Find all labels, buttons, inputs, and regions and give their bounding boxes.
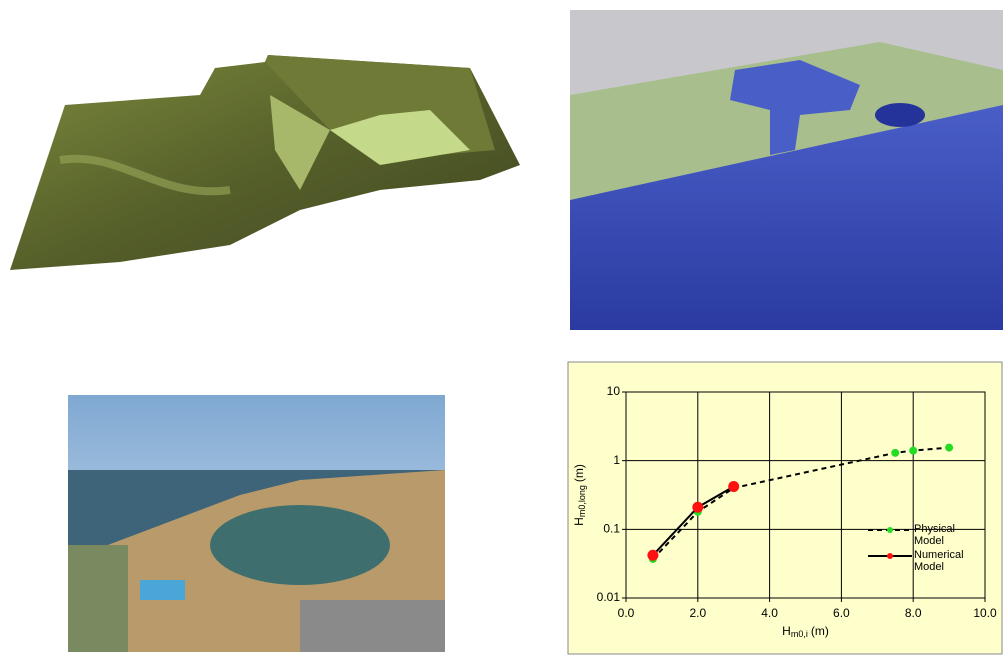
data-point: [692, 501, 704, 513]
data-point: [909, 446, 918, 455]
x-tick-label: 8.0: [905, 606, 922, 620]
legend-label: Physical Model: [914, 523, 955, 547]
plot-frame: [625, 391, 986, 599]
legend-marker: [887, 553, 893, 559]
x-tick-label: 6.0: [833, 606, 850, 620]
y-axis-label: Hm0,long (m): [572, 464, 587, 526]
y-tick-label: 10: [607, 384, 621, 398]
y-tick-label: 0.1: [603, 522, 620, 536]
x-axis-label-part: (m): [811, 624, 829, 638]
data-point: [945, 443, 954, 452]
y-axis-label-part: H: [572, 517, 586, 526]
x-axis-label-part: m0,i: [791, 629, 808, 639]
data-point: [891, 448, 900, 457]
x-tick-label: 10.0: [973, 606, 997, 620]
series-line: [652, 446, 950, 560]
y-tick-label: 1: [613, 453, 620, 467]
data-point: [647, 549, 659, 561]
y-axis-label-part: (m): [572, 464, 586, 482]
data-point: [728, 481, 740, 493]
x-tick-label: 0.0: [618, 606, 635, 620]
y-tick-label: 0.01: [597, 590, 621, 604]
x-tick-label: 2.0: [689, 606, 706, 620]
terrain-render: [10, 55, 520, 270]
chart-panel: [567, 361, 1003, 655]
y-axis-label-part: m0,long: [577, 485, 587, 517]
harbour-photo: [68, 395, 445, 652]
x-axis-label-part: H: [782, 624, 791, 638]
x-tick-label: 4.0: [761, 606, 778, 620]
legend-marker: [887, 527, 893, 533]
legend-label: Numerical Model: [914, 549, 964, 573]
x-axis-label: Hm0,i (m): [782, 624, 829, 639]
wave-render: [570, 10, 1003, 330]
